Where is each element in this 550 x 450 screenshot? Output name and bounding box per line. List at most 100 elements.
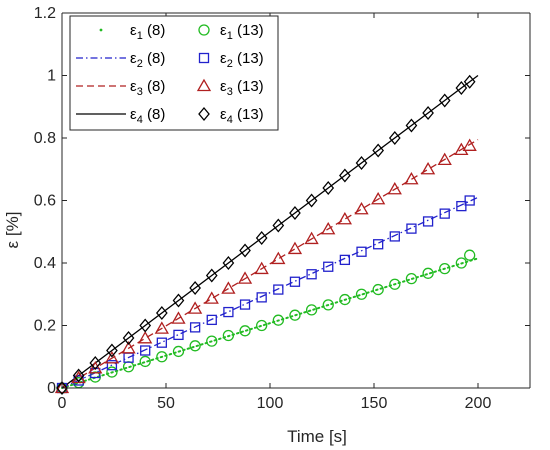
data-point-triangle [187, 301, 203, 314]
legend-sample-dot [99, 28, 103, 32]
data-point-diamond [305, 193, 318, 208]
series-markers [54, 74, 477, 396]
legend-subscript: 1 [227, 30, 233, 42]
legend-symbol: ε [220, 22, 227, 39]
data-point-square [273, 284, 284, 295]
data-point-square [339, 254, 351, 266]
data-point-diamond [455, 80, 468, 96]
legend-label: ε2 (13) [220, 50, 264, 70]
data-point-triangle [104, 351, 120, 364]
legend-box [69, 15, 279, 131]
legend-suffix: (13) [233, 50, 264, 67]
legend-suffix: (13) [233, 106, 264, 123]
data-point-triangle [171, 311, 186, 324]
data-point-triangle [404, 171, 419, 185]
data-point-diamond [205, 268, 218, 283]
data-point-circle [172, 345, 185, 358]
data-point-diamond [222, 255, 235, 271]
data-point-diamond [106, 343, 118, 358]
legend-sample-marker [198, 24, 210, 36]
legend-suffix: (8) [143, 22, 166, 39]
data-point-triangle [271, 251, 286, 265]
legend-symbol: ε [130, 78, 137, 95]
data-point-diamond [172, 293, 185, 308]
legend-suffix: (13) [233, 22, 264, 39]
data-point-triangle [354, 201, 369, 215]
data-point-circle [405, 272, 418, 285]
data-point-circle [355, 288, 368, 300]
y-tick-label: 1 [47, 68, 56, 85]
legend-suffix: (8) [143, 50, 166, 67]
series-line-3 [61, 196, 479, 389]
data-point-diamond [339, 168, 351, 183]
data-point-square [206, 314, 217, 326]
data-point-triangle [221, 281, 236, 294]
data-point-diamond [239, 243, 251, 258]
legend: ε1 (8) ε1 (13)ε2 (8) ε2 (13)ε3 (8) ε3 (13)ε… [69, 15, 279, 131]
legend-subscript: 1 [137, 30, 143, 42]
data-point-circle [106, 366, 118, 378]
data-point-triangle [287, 241, 303, 255]
data-point-diamond [289, 205, 301, 221]
data-point-square [456, 200, 467, 212]
data-point-circle [156, 351, 168, 363]
data-point-diamond [322, 180, 335, 196]
data-point-square [140, 345, 151, 356]
legend-label: ε1 (13) [220, 22, 264, 42]
legend-subscript: 4 [137, 114, 143, 126]
data-point-square [464, 195, 475, 206]
data-point-diamond [72, 368, 85, 383]
data-point-diamond [388, 130, 401, 146]
legend-label: ε3 (13) [220, 78, 264, 98]
legend-subscript: 3 [227, 86, 233, 98]
legend-subscript: 3 [137, 86, 143, 98]
data-point-circle [256, 319, 268, 332]
data-point-diamond [89, 355, 102, 371]
data-point-square [389, 231, 400, 242]
data-point-circle [206, 335, 218, 347]
x-tick-label: 150 [361, 395, 388, 412]
data-point-triangle [121, 341, 136, 354]
data-point-diamond [355, 155, 368, 171]
data-point-square [439, 208, 450, 219]
data-point-triangle [204, 291, 219, 304]
data-point-diamond [272, 218, 285, 233]
y-axis-label: ε [%] [3, 212, 22, 249]
legend-subscript: 2 [227, 58, 233, 70]
data-point-circle [239, 325, 251, 337]
data-point-diamond [139, 318, 152, 333]
data-point-square [223, 306, 234, 318]
data-point-circle [439, 262, 451, 275]
data-point-square [289, 276, 301, 287]
legend-suffix: (8) [143, 78, 166, 95]
data-point-triangle [437, 152, 452, 166]
data-point-square [256, 292, 267, 303]
legend-sample-marker [198, 52, 210, 64]
data-point-diamond [189, 280, 201, 296]
data-point-square [356, 246, 367, 257]
legend-label: ε4 (13) [220, 106, 264, 126]
data-point-triangle [54, 380, 70, 394]
data-point-square [173, 329, 184, 341]
data-point-circle [389, 278, 401, 290]
y-tick-label: 0.6 [34, 193, 56, 210]
data-point-square [373, 239, 384, 250]
legend-label: ε4 (8) [130, 106, 165, 126]
data-point-square [156, 337, 167, 348]
tick-labels: 0 50 100 150 200 0 0.2 0.4 0.6 0.8 1 1.2 [34, 5, 492, 412]
legend-subscript: 4 [227, 114, 233, 126]
y-tick-label: 0.2 [34, 318, 56, 335]
data-point-triangle [387, 181, 402, 195]
series-line-1 [61, 257, 479, 389]
data-point-diamond [372, 143, 385, 158]
data-point-circle [222, 329, 235, 342]
data-point-circle [289, 309, 301, 321]
data-point-square [106, 360, 118, 371]
legend-symbol: ε [220, 106, 227, 123]
data-point-triangle [254, 261, 269, 275]
legend-label: ε3 (8) [130, 78, 165, 98]
data-point-circle [139, 355, 151, 368]
data-point-diamond [155, 305, 168, 321]
data-point-circle [339, 293, 351, 306]
